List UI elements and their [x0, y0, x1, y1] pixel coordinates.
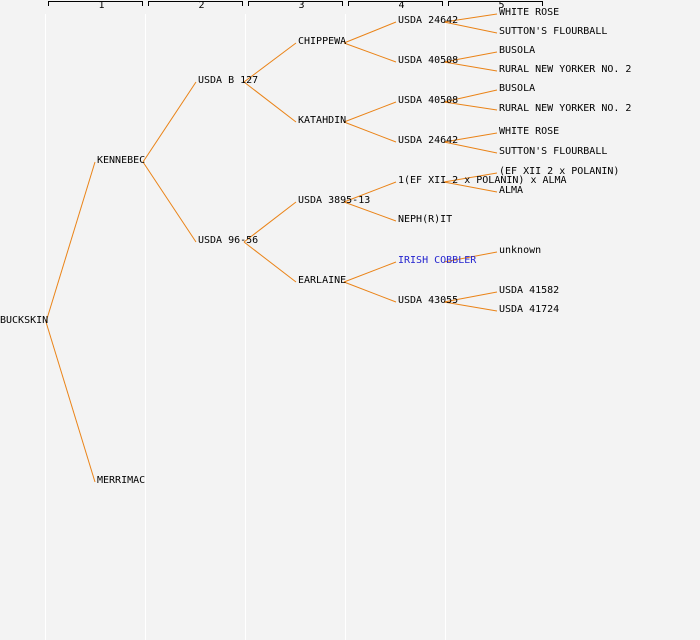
node-usda-3895-13: USDA 3895-13: [298, 195, 371, 206]
generation-number-5: 5: [498, 0, 505, 11]
column-gridline: [245, 14, 246, 640]
edge-kennebec-to-usda-96-56: [142, 161, 197, 243]
edge-kennebec-to-usda-b-127: [142, 81, 197, 163]
generation-bracket-2: [148, 1, 243, 6]
generation-number-2: 2: [198, 0, 205, 11]
edge-ef-xii-alma-to-alma: [443, 181, 498, 193]
column-gridline: [45, 14, 46, 640]
edge-usda-24642-b-to-white-rose-b: [443, 132, 498, 143]
node-earlaine: EARLAINE: [298, 275, 347, 286]
node-usda-24642-b: USDA 24642: [398, 135, 459, 146]
generation-bracket-1: [48, 1, 143, 6]
edge-irish-cobbler-to-unknown: [443, 251, 498, 263]
node-ef-xii-alma: 1(EF XII 2 x POLANIN) x ALMA: [398, 175, 567, 186]
node-busola-b: BUSOLA: [499, 83, 536, 94]
edge-usda-3895-13-to-ef-xii-alma: [343, 181, 397, 203]
generation-bracket-3: [248, 1, 343, 6]
node-usda-96-56: USDA 96-56: [198, 235, 259, 246]
column-gridline: [145, 14, 146, 640]
node-chippewa: CHIPPEWA: [298, 36, 347, 47]
node-usda-40508-b: USDA 40508: [398, 95, 459, 106]
node-suttons-b: SUTTON'S FLOURBALL: [499, 146, 608, 157]
edge-usda-40508-a-to-busola-a: [443, 51, 498, 63]
edge-usda-24642-a-to-white-rose-a: [443, 13, 498, 23]
node-neph-r-it: NEPH(R)IT: [398, 214, 453, 225]
node-usda-43055: USDA 43055: [398, 295, 459, 306]
node-usda-b-127: USDA B 127: [198, 75, 259, 86]
edge-chippewa-to-usda-40508-a: [343, 42, 397, 63]
node-merrimac: MERRIMAC: [97, 475, 146, 486]
generation-number-4: 4: [398, 0, 405, 11]
generation-number-1: 1: [98, 0, 105, 11]
generation-bracket-5: [448, 1, 543, 6]
node-rural-ny-b: RURAL NEW YORKER NO. 2: [499, 103, 632, 114]
edge-buckskin-to-merrimac: [45, 321, 96, 483]
node-katahdin: KATAHDIN: [298, 115, 347, 126]
node-buckskin: BUCKSKIN: [0, 315, 49, 326]
edge-usda-b-127-to-katahdin: [243, 81, 297, 123]
node-white-rose-a: WHITE ROSE: [499, 7, 560, 18]
node-busola-a: BUSOLA: [499, 45, 536, 56]
edge-usda-40508-a-to-rural-ny-a: [443, 61, 498, 72]
generation-bracket-4: [348, 1, 443, 6]
edge-ef-xii-alma-to-ef-xii: [443, 172, 498, 183]
node-unknown: unknown: [499, 245, 542, 256]
node-white-rose-b: WHITE ROSE: [499, 126, 560, 137]
edge-usda-43055-to-usda-41724: [443, 301, 498, 312]
node-irish-cobbler[interactable]: IRISH COBBLER: [398, 255, 477, 266]
edge-usda-96-56-to-earlaine: [243, 241, 297, 283]
node-usda-24642-a: USDA 24642: [398, 15, 459, 26]
node-alma: ALMA: [499, 185, 524, 196]
edge-usda-43055-to-usda-41582: [443, 291, 498, 303]
generation-number-3: 3: [298, 0, 305, 11]
edge-chippewa-to-usda-24642-a: [343, 21, 397, 44]
edge-usda-b-127-to-chippewa: [243, 42, 297, 83]
node-kennebec: KENNEBEC: [97, 155, 146, 166]
edge-katahdin-to-usda-40508-b: [343, 101, 397, 123]
node-usda-41724: USDA 41724: [499, 304, 560, 315]
node-suttons-a: SUTTON'S FLOURBALL: [499, 26, 608, 37]
edge-katahdin-to-usda-24642-b: [343, 121, 397, 143]
node-ef-xii: (EF XII 2 x POLANIN): [499, 166, 620, 177]
edge-usda-3895-13-to-neph-r-it: [343, 201, 397, 222]
edge-usda-40508-b-to-rural-ny-b: [443, 101, 498, 111]
edge-buckskin-to-kennebec: [45, 161, 96, 323]
edge-usda-24642-b-to-suttons-b: [443, 141, 498, 154]
node-usda-41582: USDA 41582: [499, 285, 560, 296]
node-rural-ny-a: RURAL NEW YORKER NO. 2: [499, 64, 632, 75]
edge-earlaine-to-irish-cobbler: [343, 261, 397, 283]
edge-earlaine-to-usda-43055: [343, 281, 397, 303]
edge-usda-24642-a-to-suttons-a: [443, 21, 498, 34]
edge-usda-40508-b-to-busola-b: [443, 89, 498, 103]
edge-usda-96-56-to-usda-3895-13: [243, 201, 297, 243]
column-gridline: [345, 14, 346, 640]
column-gridline: [445, 14, 446, 640]
node-usda-40508-a: USDA 40508: [398, 55, 459, 66]
